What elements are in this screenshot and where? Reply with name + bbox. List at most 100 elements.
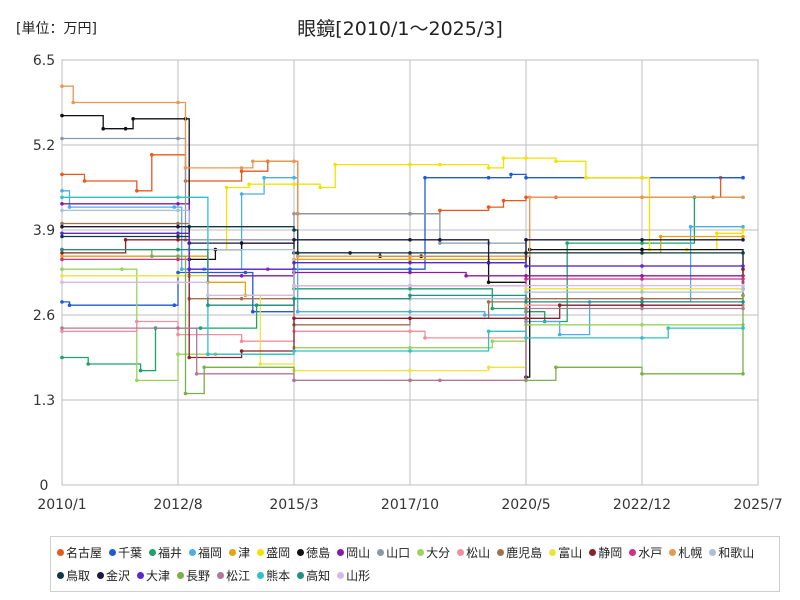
legend-item: 大津 (137, 564, 170, 587)
data-point (408, 349, 412, 353)
data-point (135, 319, 139, 324)
legend-item: 津 (229, 541, 250, 564)
series-line (62, 281, 743, 297)
data-point (176, 326, 180, 330)
data-point (640, 300, 644, 304)
data-point (408, 316, 412, 321)
legend-item: 福井 (149, 541, 182, 564)
legend-marker (137, 572, 145, 579)
data-point (640, 251, 644, 255)
data-point (239, 192, 244, 196)
data-point (292, 175, 296, 180)
data-point (60, 172, 64, 177)
data-point (486, 329, 491, 334)
data-point (408, 270, 412, 275)
data-point (60, 208, 64, 213)
x-tick-label: 2012/8 (153, 497, 202, 513)
data-point (86, 362, 90, 366)
data-point (524, 283, 528, 288)
data-point (640, 274, 644, 278)
data-point (60, 300, 64, 304)
data-point (408, 309, 412, 314)
y-tick-label: 2.6 (33, 308, 55, 324)
data-point (741, 267, 745, 272)
legend-label: 大津 (146, 569, 171, 583)
data-point (176, 195, 180, 200)
data-point (295, 254, 300, 258)
data-point (640, 247, 644, 252)
legend-marker (417, 549, 425, 556)
legend-marker (109, 549, 117, 556)
data-point (408, 257, 412, 262)
legend-item: 徳島 (297, 541, 330, 564)
data-point (172, 303, 177, 308)
data-point (60, 195, 64, 200)
data-point (527, 195, 532, 200)
data-point (135, 189, 139, 193)
data-point (640, 303, 644, 308)
data-point (176, 238, 180, 242)
data-point (408, 260, 412, 265)
legend-marker (457, 549, 465, 556)
legend-label: 山口 (386, 546, 411, 560)
legend-marker (589, 549, 597, 556)
legend-label: 金沢 (106, 569, 131, 583)
data-point (176, 257, 180, 262)
legend-marker (669, 549, 677, 556)
data-point (60, 84, 64, 88)
data-point (60, 254, 64, 258)
data-point (486, 166, 491, 170)
legend-label: 福岡 (198, 546, 223, 560)
data-point (741, 277, 745, 281)
data-point (60, 274, 64, 278)
data-point (688, 224, 693, 229)
data-point (486, 280, 491, 285)
data-point (666, 326, 670, 330)
data-point (60, 251, 64, 255)
data-point (176, 274, 180, 278)
data-point (524, 336, 528, 340)
legend-item: 鳥取 (57, 564, 90, 587)
data-point (239, 166, 244, 170)
data-point (292, 316, 296, 321)
legend-label: 徳島 (306, 546, 331, 560)
y-axis: 0 1.3 2.6 3.9 5.2 6.5 (33, 53, 55, 494)
data-point (176, 136, 180, 141)
legend-item: 高知 (297, 564, 330, 587)
legend-item: 金沢 (97, 564, 130, 587)
legend-item: 山形 (337, 564, 370, 587)
legend-marker (177, 572, 185, 579)
y-tick-label: 5.2 (33, 138, 55, 154)
data-point (524, 277, 528, 281)
data-point (524, 290, 528, 294)
data-point (292, 228, 296, 232)
data-point (292, 349, 296, 353)
data-point (292, 378, 296, 383)
data-point (524, 238, 528, 242)
data-point (438, 238, 442, 242)
data-point (741, 326, 745, 330)
legend-label: 盛岡 (266, 546, 291, 560)
data-point (172, 205, 177, 209)
data-point (438, 378, 442, 383)
data-point (292, 260, 296, 265)
series-2 (60, 195, 745, 373)
data-point (295, 309, 300, 314)
data-point (408, 293, 412, 298)
data-point (176, 254, 180, 258)
legend-item: 富山 (549, 541, 582, 564)
data-point (251, 159, 255, 164)
data-point (292, 182, 296, 186)
legend-item: 札幌 (669, 541, 702, 564)
data-point (640, 283, 644, 288)
data-point (101, 126, 105, 131)
data-point (486, 365, 491, 370)
data-point (741, 234, 745, 239)
data-point (524, 274, 528, 278)
legend-item: 水戸 (629, 541, 662, 564)
data-point (295, 251, 300, 255)
data-point (239, 169, 244, 173)
data-point (120, 267, 124, 272)
data-point (179, 267, 184, 272)
legend-marker (57, 572, 64, 579)
